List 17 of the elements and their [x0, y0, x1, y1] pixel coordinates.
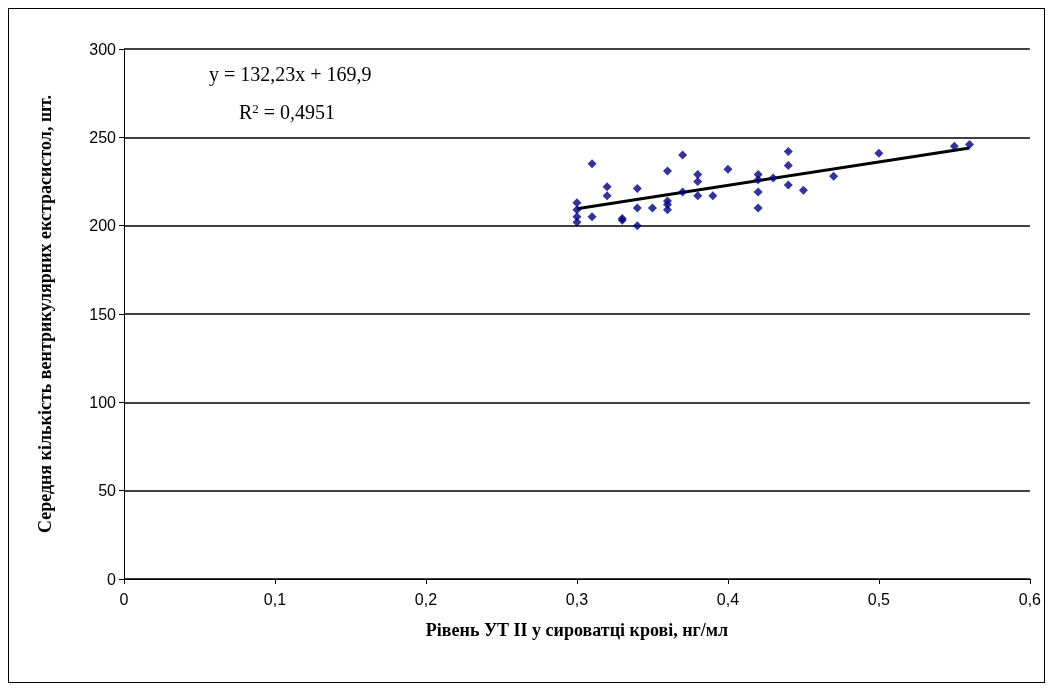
y-tick-label: 200: [89, 217, 117, 235]
x-tick-label: 0,6: [1018, 590, 1042, 608]
y-tick-label: 150: [89, 305, 117, 323]
x-tick-label: 0,2: [414, 590, 438, 608]
x-tick-label: 0,4: [716, 590, 740, 608]
x-tick-label: 0,1: [263, 590, 287, 608]
y-axis-title: Середня кількість вентрикулярних екстрасистол, шт.: [35, 94, 55, 534]
annotation: y = 132,23x + 169,9: [209, 63, 372, 86]
x-tick-label: 0,5: [867, 590, 891, 608]
y-tick-label: 300: [89, 40, 117, 58]
y-tick-label: 100: [89, 393, 117, 411]
y-tick-label: 0: [107, 570, 117, 588]
y-tick-label: 50: [98, 482, 117, 500]
x-tick-label: 0: [119, 590, 129, 608]
x-axis-title: Рівень УТ ІІ у сироватці крові, нг/мл: [425, 620, 729, 640]
x-tick-label: 0,3: [565, 590, 589, 608]
y-tick-label: 250: [89, 128, 117, 146]
